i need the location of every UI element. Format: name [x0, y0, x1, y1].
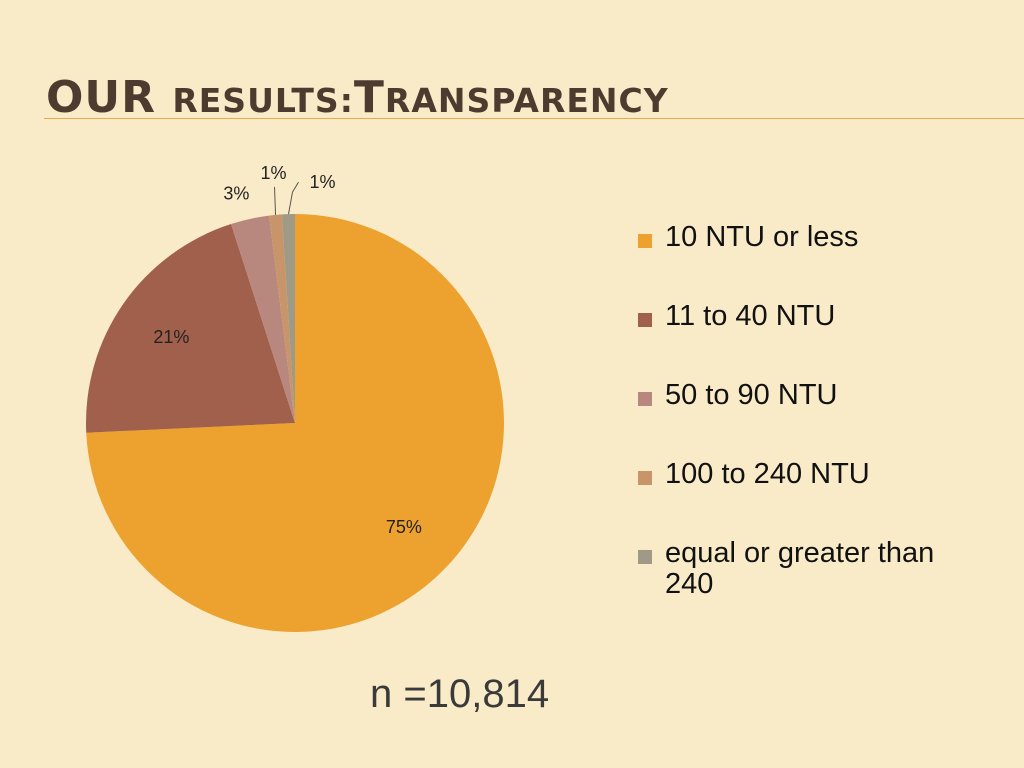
legend-swatch — [638, 313, 652, 327]
leader-line — [274, 186, 277, 215]
leader-line — [292, 181, 299, 193]
pie-chart: 75% 21% 3% 1% 1% — [86, 163, 504, 632]
legend-item: 50 to 90 NTU — [638, 380, 958, 459]
pie-slice — [269, 214, 295, 423]
data-label: 1% — [261, 163, 287, 183]
legend-label: 10 NTU or less — [665, 221, 859, 253]
legend-label: 11 to 40 NTU — [665, 300, 836, 332]
pie-slice — [86, 224, 295, 433]
data-label: 3% — [223, 183, 249, 203]
sample-size-label: n =10,814 — [370, 672, 550, 716]
legend-item: 11 to 40 NTU — [638, 301, 958, 380]
title-part-t: T — [353, 72, 385, 123]
legend-label: equal or greater than 240 — [665, 537, 935, 600]
title-divider — [44, 118, 1024, 119]
legend-label: 100 to 240 NTU — [665, 458, 870, 490]
legend-item: 10 NTU or less — [638, 222, 958, 301]
legend-swatch — [638, 392, 652, 406]
pie-slice — [86, 214, 504, 632]
title-part-ransparency: RANSPARENCY — [384, 81, 669, 120]
legend-item: 100 to 240 NTU — [638, 459, 958, 538]
title-part-results: RESULTS: — [172, 81, 354, 120]
pie-slice — [282, 214, 295, 423]
legend-swatch — [638, 550, 652, 564]
data-label: 21% — [153, 327, 189, 347]
title-part-our: OUR — [46, 72, 173, 123]
legend-swatch — [638, 234, 652, 248]
chart-legend: 10 NTU or less 11 to 40 NTU 50 to 90 NTU… — [638, 222, 958, 617]
legend-swatch — [638, 471, 652, 485]
legend-label: 50 to 90 NTU — [665, 379, 838, 411]
leader-line — [288, 192, 293, 215]
data-label: 75% — [386, 517, 422, 537]
data-label: 1% — [309, 172, 335, 192]
pie-slice — [231, 215, 295, 423]
legend-item: equal or greater than 240 — [638, 538, 958, 617]
slide-title: OUR RESULTS:TRANSPARENCY — [46, 76, 669, 120]
